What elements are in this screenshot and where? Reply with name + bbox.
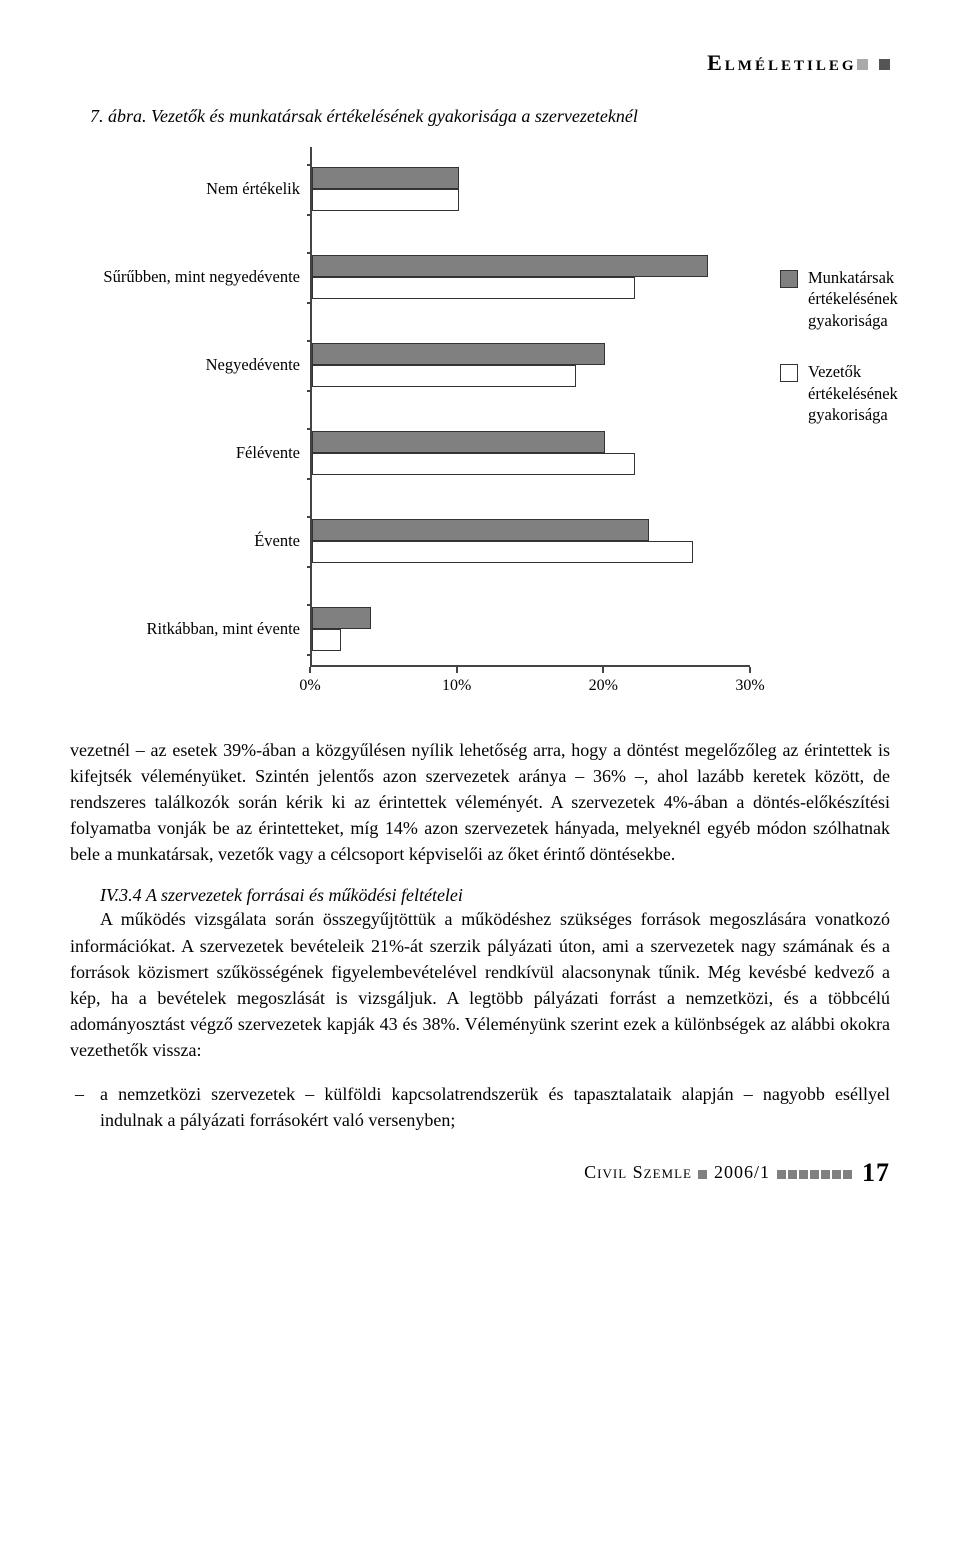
y-tick — [307, 478, 312, 480]
footer-square-icon — [799, 1170, 808, 1179]
legend-label: Munkatársak értékelésének gyakorisága — [808, 267, 898, 331]
footer-square-icon — [777, 1170, 786, 1179]
legend-item: Munkatársak értékelésének gyakorisága — [780, 267, 898, 331]
x-tick — [456, 667, 458, 673]
figure-title: 7. ábra. Vezetők és munkatársak értékelé… — [90, 106, 890, 127]
x-tick — [602, 667, 604, 673]
bar-group-outline — [312, 604, 379, 654]
y-tick — [307, 214, 312, 216]
footer-square-icon — [832, 1170, 841, 1179]
category-label: Sűrűbben, mint negyedévente — [90, 267, 300, 287]
x-tick — [309, 667, 311, 673]
bullet-item-1: – a nemzetközi szervezetek – külföldi ka… — [100, 1081, 890, 1133]
x-axis-label: 0% — [299, 677, 320, 695]
bar-chart: Nem értékelik Sűrűbben, mint negyedévente… — [90, 147, 890, 707]
x-axis-label: 20% — [589, 677, 618, 695]
footer-square-icon — [843, 1170, 852, 1179]
footer-journal: Civil Szemle — [584, 1162, 692, 1182]
plot-area — [310, 147, 750, 667]
y-tick — [307, 654, 312, 656]
footer-square-icon — [810, 1170, 819, 1179]
footer-issue: 2006/1 — [714, 1162, 770, 1182]
chart-legend: Munkatársak értékelésének gyakorisága Vez… — [780, 267, 898, 456]
x-axis-label: 10% — [442, 677, 471, 695]
legend-swatch — [780, 364, 798, 382]
legend-swatch — [780, 270, 798, 288]
bar-group-outline — [312, 340, 613, 390]
body-paragraph-1: vezetnél – az esetek 39%-ában a közgyűlé… — [70, 737, 890, 867]
category-label: Félévente — [90, 443, 300, 463]
bar-group-outline — [312, 252, 716, 302]
y-tick — [307, 566, 312, 568]
y-tick — [307, 390, 312, 392]
bar-group-outline — [312, 164, 467, 214]
category-label: Ritkábban, mint évente — [90, 619, 300, 639]
section-title-text: Elméletileg — [707, 50, 856, 75]
legend-label: Vezetők értékelésének gyakorisága — [808, 361, 898, 425]
category-label: Nem értékelik — [90, 179, 300, 199]
page-footer: Civil Szemle 2006/1 17 — [70, 1158, 890, 1188]
x-tick — [749, 667, 751, 673]
bullet-text: a nemzetközi szervezetek – külföldi kapc… — [100, 1084, 890, 1130]
footer-square-icon — [821, 1170, 830, 1179]
bar-group-outline — [312, 516, 701, 566]
footer-square-icon — [788, 1170, 797, 1179]
bar-group-outline — [312, 428, 643, 478]
header-accent-box — [857, 59, 868, 70]
section-header: Elméletileg — [70, 50, 890, 76]
page-number: 17 — [862, 1158, 890, 1187]
footer-square-icon — [698, 1170, 707, 1179]
x-axis-label: 30% — [735, 677, 764, 695]
y-tick — [307, 302, 312, 304]
category-label: Évente — [90, 531, 300, 551]
body-paragraph-2: A működés vizsgálata során összegyűjtött… — [70, 906, 890, 1063]
chart-container: Nem értékelik Sűrűbben, mint negyedévente… — [90, 147, 890, 707]
subsection-heading: IV.3.4 A szervezetek forrásai és működés… — [100, 885, 890, 906]
legend-item: Vezetők értékelésének gyakorisága — [780, 361, 898, 425]
category-label: Negyedévente — [90, 355, 300, 375]
bullet-dash: – — [75, 1081, 84, 1107]
